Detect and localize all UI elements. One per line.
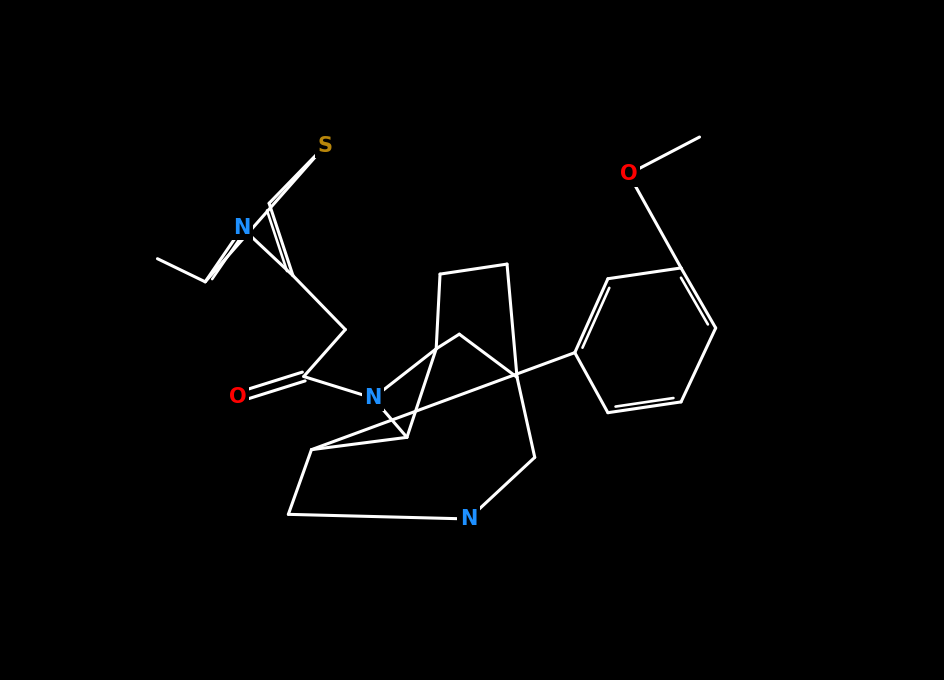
Text: N: N bbox=[460, 509, 477, 529]
Text: N: N bbox=[364, 388, 381, 408]
Text: N: N bbox=[233, 218, 250, 238]
Text: O: O bbox=[619, 164, 637, 184]
Text: O: O bbox=[228, 388, 246, 407]
Text: S: S bbox=[317, 135, 332, 156]
